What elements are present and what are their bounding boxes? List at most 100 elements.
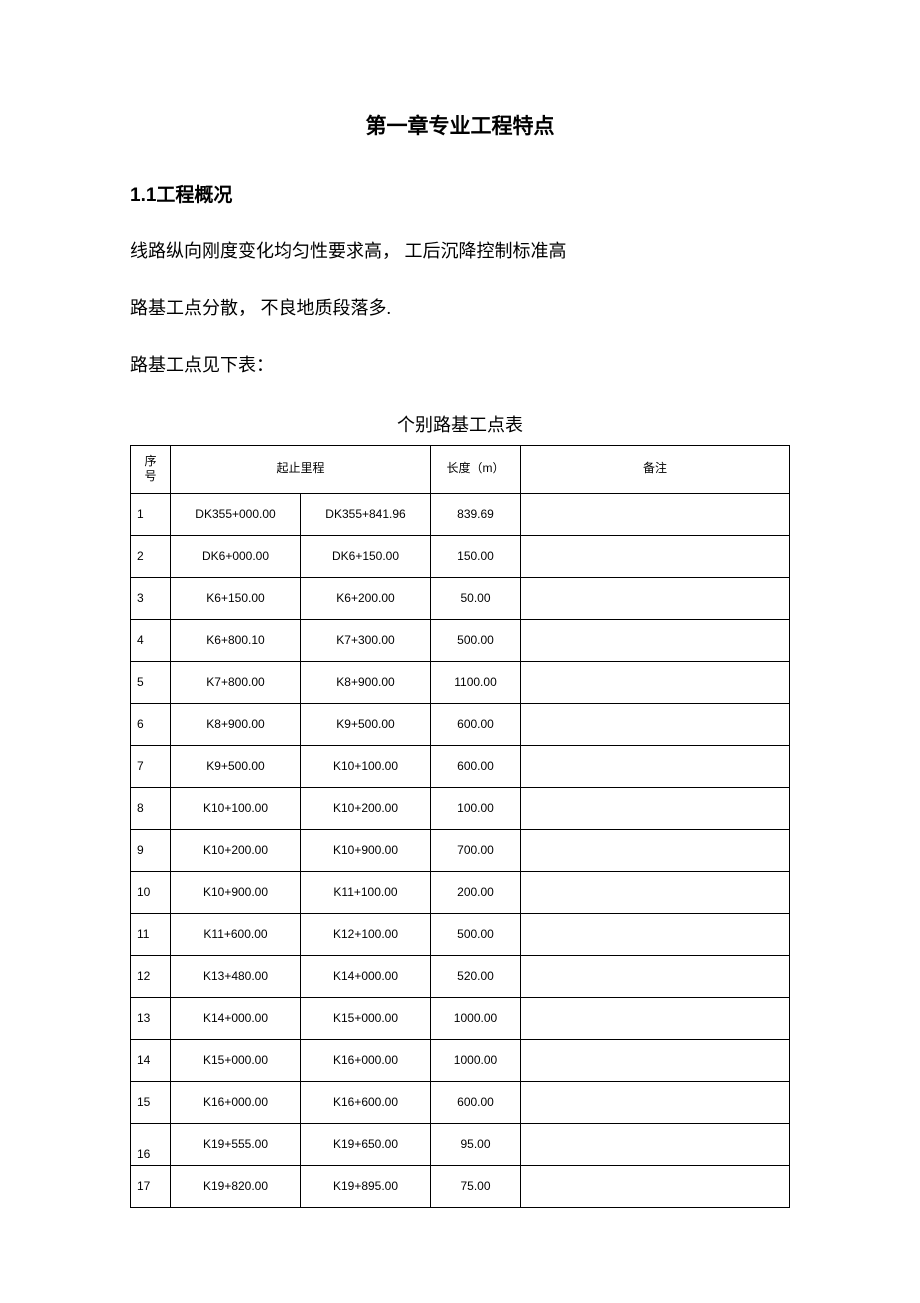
cell-remark [521, 913, 790, 955]
mileage-table: 序 号 起止里程 长度（m） 备注 1DK355+000.00DK355+841… [130, 445, 790, 1208]
cell-length: 600.00 [431, 703, 521, 745]
cell-end-mileage: K10+900.00 [301, 829, 431, 871]
cell-end-mileage: K9+500.00 [301, 703, 431, 745]
cell-length: 520.00 [431, 955, 521, 997]
table-row: 17K19+820.00K19+895.0075.00 [131, 1165, 790, 1207]
cell-remark [521, 745, 790, 787]
cell-length: 500.00 [431, 913, 521, 955]
cell-remark [521, 997, 790, 1039]
cell-length: 75.00 [431, 1165, 521, 1207]
cell-length: 1000.00 [431, 1039, 521, 1081]
table-row: 13K14+000.00K15+000.001000.00 [131, 997, 790, 1039]
section-heading: 1.1工程概况 [130, 180, 790, 207]
cell-end-mileage: K16+600.00 [301, 1081, 431, 1123]
cell-remark [521, 1165, 790, 1207]
table-row: 3K6+150.00K6+200.0050.00 [131, 577, 790, 619]
cell-end-mileage: K14+000.00 [301, 955, 431, 997]
cell-start-mileage: K6+150.00 [171, 577, 301, 619]
section-number: 1.1 [130, 185, 156, 206]
cell-end-mileage: K11+100.00 [301, 871, 431, 913]
cell-end-mileage: K16+000.00 [301, 1039, 431, 1081]
paragraph-3: 路基工点见下表： [130, 353, 790, 378]
cell-start-mileage: K13+480.00 [171, 955, 301, 997]
table-body: 1DK355+000.00DK355+841.96839.692DK6+000.… [131, 493, 790, 1207]
cell-remark [521, 1081, 790, 1123]
cell-length: 500.00 [431, 619, 521, 661]
cell-length: 600.00 [431, 1081, 521, 1123]
cell-start-mileage: K14+000.00 [171, 997, 301, 1039]
cell-start-mileage: DK6+000.00 [171, 535, 301, 577]
cell-end-mileage: K19+650.00 [301, 1123, 431, 1165]
table-row: 14K15+000.00K16+000.001000.00 [131, 1039, 790, 1081]
cell-seq: 4 [131, 619, 171, 661]
table-row: 1DK355+000.00DK355+841.96839.69 [131, 493, 790, 535]
cell-end-mileage: K19+895.00 [301, 1165, 431, 1207]
table-row: 11K11+600.00K12+100.00500.00 [131, 913, 790, 955]
cell-seq: 9 [131, 829, 171, 871]
cell-end-mileage: K10+100.00 [301, 745, 431, 787]
cell-start-mileage: K8+900.00 [171, 703, 301, 745]
cell-remark [521, 955, 790, 997]
cell-length: 839.69 [431, 493, 521, 535]
cell-seq: 7 [131, 745, 171, 787]
cell-length: 50.00 [431, 577, 521, 619]
cell-end-mileage: K15+000.00 [301, 997, 431, 1039]
cell-seq: 11 [131, 913, 171, 955]
paragraph-2: 路基工点分散， 不良地质段落多. [130, 296, 790, 321]
table-row: 15K16+000.00K16+600.00600.00 [131, 1081, 790, 1123]
cell-seq: 2 [131, 535, 171, 577]
cell-seq: 1 [131, 493, 171, 535]
table-row: 9K10+200.00K10+900.00700.00 [131, 829, 790, 871]
cell-start-mileage: K19+820.00 [171, 1165, 301, 1207]
header-length: 长度（m） [431, 445, 521, 493]
cell-length: 1000.00 [431, 997, 521, 1039]
cell-remark [521, 1123, 790, 1165]
cell-remark [521, 535, 790, 577]
table-row: 2DK6+000.00DK6+150.00150.00 [131, 535, 790, 577]
table-row: 8K10+100.00K10+200.00100.00 [131, 787, 790, 829]
table-row: 4K6+800.10K7+300.00500.00 [131, 619, 790, 661]
table-header-row: 序 号 起止里程 长度（m） 备注 [131, 445, 790, 493]
paragraph-1: 线路纵向刚度变化均匀性要求高， 工后沉降控制标准高 [130, 239, 790, 264]
cell-length: 700.00 [431, 829, 521, 871]
cell-seq: 14 [131, 1039, 171, 1081]
cell-length: 150.00 [431, 535, 521, 577]
cell-end-mileage: K6+200.00 [301, 577, 431, 619]
table-title: 个别路基工点表 [130, 411, 790, 437]
section-title: 工程概况 [156, 185, 232, 206]
cell-seq: 13 [131, 997, 171, 1039]
cell-end-mileage: DK355+841.96 [301, 493, 431, 535]
cell-seq: 16 [131, 1123, 171, 1165]
cell-start-mileage: K9+500.00 [171, 745, 301, 787]
cell-length: 1100.00 [431, 661, 521, 703]
cell-length: 200.00 [431, 871, 521, 913]
header-mileage: 起止里程 [171, 445, 431, 493]
cell-start-mileage: K15+000.00 [171, 1039, 301, 1081]
cell-end-mileage: K8+900.00 [301, 661, 431, 703]
table-row: 10K10+900.00K11+100.00200.00 [131, 871, 790, 913]
table-row: 6K8+900.00K9+500.00600.00 [131, 703, 790, 745]
cell-start-mileage: K7+800.00 [171, 661, 301, 703]
cell-start-mileage: K6+800.10 [171, 619, 301, 661]
header-seq: 序 号 [131, 445, 171, 493]
cell-length: 600.00 [431, 745, 521, 787]
cell-end-mileage: K12+100.00 [301, 913, 431, 955]
cell-start-mileage: K10+100.00 [171, 787, 301, 829]
cell-start-mileage: DK355+000.00 [171, 493, 301, 535]
cell-length: 95.00 [431, 1123, 521, 1165]
cell-start-mileage: K11+600.00 [171, 913, 301, 955]
cell-end-mileage: DK6+150.00 [301, 535, 431, 577]
cell-start-mileage: K10+900.00 [171, 871, 301, 913]
cell-remark [521, 1039, 790, 1081]
cell-remark [521, 619, 790, 661]
chapter-title: 第一章专业工程特点 [130, 110, 790, 140]
cell-seq: 15 [131, 1081, 171, 1123]
cell-remark [521, 661, 790, 703]
table-row: 12K13+480.00K14+000.00520.00 [131, 955, 790, 997]
cell-start-mileage: K19+555.00 [171, 1123, 301, 1165]
cell-seq: 5 [131, 661, 171, 703]
table-row: 5K7+800.00K8+900.001100.00 [131, 661, 790, 703]
cell-end-mileage: K7+300.00 [301, 619, 431, 661]
cell-seq: 6 [131, 703, 171, 745]
cell-remark [521, 493, 790, 535]
